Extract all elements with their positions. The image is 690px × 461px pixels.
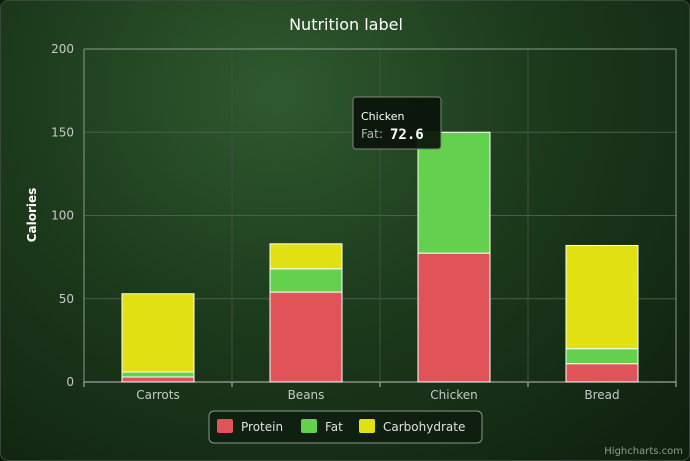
x-tick-label: Carrots (136, 388, 179, 402)
bar-protein-carrots[interactable] (121, 376, 195, 383)
credits-link[interactable]: Highcharts.com (604, 446, 683, 457)
y-tick-label: 150 (51, 125, 74, 139)
legend-swatch (217, 419, 233, 433)
bar-fat-beans[interactable] (269, 268, 343, 293)
legend-swatch (359, 419, 375, 433)
x-tick-label: Bread (584, 388, 619, 402)
tooltip-box (352, 96, 442, 150)
x-tick-label: Chicken (430, 388, 477, 402)
chart-title: Nutrition label (289, 15, 403, 34)
bar-protein-chicken[interactable] (417, 252, 491, 383)
legend-label: Protein (241, 420, 283, 434)
y-tick-label: 200 (51, 42, 74, 56)
bar-carbohydrate-bread[interactable] (565, 244, 639, 350)
tooltip-series-label: Fat: (361, 127, 383, 141)
legend: Protein Fat Carbohydrate (208, 410, 483, 444)
bar-fat-chicken[interactable] (417, 131, 491, 254)
x-tick-label: Beans (288, 388, 325, 402)
bar-fat-carrots[interactable] (121, 371, 195, 378)
tooltip-category: Chicken (361, 110, 405, 123)
legend-label: Fat (325, 420, 343, 434)
bar-series (121, 131, 639, 383)
bar-carbohydrate-beans[interactable] (269, 243, 343, 270)
legend-swatch (301, 419, 317, 433)
legend-label: Carbohydrate (383, 420, 465, 434)
tooltip: Chicken Fat: 72.6 (352, 96, 442, 150)
legend-item-protein[interactable]: Protein (217, 419, 283, 434)
legend-item-carbohydrate[interactable]: Carbohydrate (359, 419, 465, 434)
legend-item-fat[interactable]: Fat (301, 419, 343, 434)
bar-protein-bread[interactable] (565, 363, 639, 383)
legend-box (208, 410, 483, 444)
y-axis-label: Calories (25, 188, 39, 243)
bar-protein-beans[interactable] (269, 291, 343, 383)
tooltip-value: 72.6 (390, 127, 424, 143)
bar-carbohydrate-carrots[interactable] (121, 293, 195, 373)
y-tick-label: 50 (59, 292, 74, 306)
y-tick-label: 0 (66, 375, 74, 389)
x-axis-ticks: Carrots Beans Chicken Bread (136, 388, 619, 402)
bar-fat-bread[interactable] (565, 348, 639, 365)
y-axis-ticks: 0 50 100 150 200 (51, 42, 74, 389)
y-tick-label: 100 (51, 209, 74, 223)
